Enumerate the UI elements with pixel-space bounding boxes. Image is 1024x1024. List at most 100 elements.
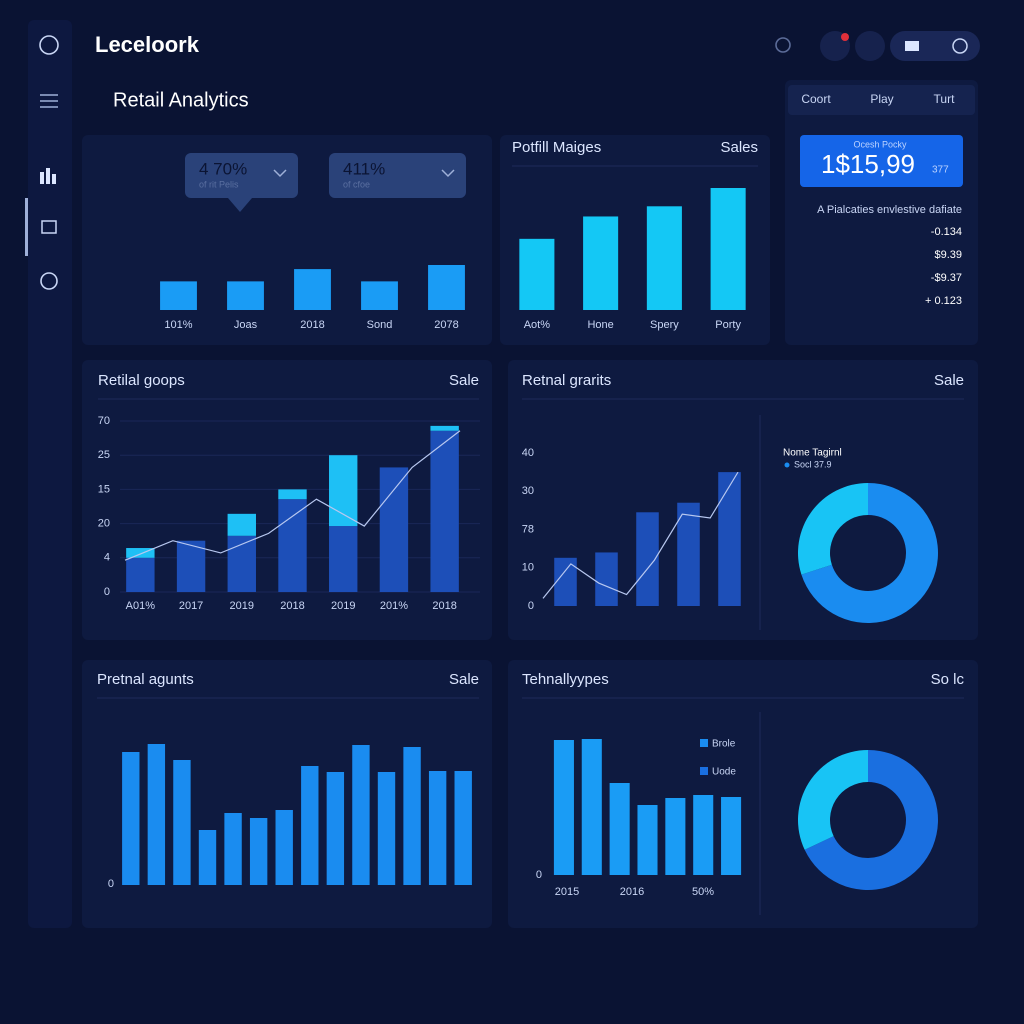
bar [227,281,264,310]
bar [224,813,242,885]
bar [646,206,682,310]
y-tick-label: 70 [98,415,110,427]
y-tick-label: 20 [98,518,110,530]
kpi-item: -0.134 [931,226,962,238]
tab-bar [788,85,975,115]
bar [377,772,396,885]
bar [721,797,742,875]
panel-label: Sales [720,139,758,156]
kpi-note: A Pialcaties envlestive dafiate [817,204,962,216]
legend-label: Brole [712,739,736,750]
donut-segment [798,750,868,850]
x-tick-label: Sond [367,319,393,331]
kpi-label: Ocesh Pocky [853,139,907,149]
x-tick-label: 201% [380,600,408,612]
dropdown-sub: of rit Pelis [199,179,239,189]
y-tick-label: 15 [98,483,110,495]
search-icon[interactable] [775,37,791,53]
toggle-button[interactable] [890,31,980,61]
y-tick-label: 0 [536,869,542,881]
dropdown-caret [441,169,455,178]
bag-icon[interactable] [41,220,57,234]
app-name: Leceloork [95,32,200,57]
target-icon[interactable] [40,272,58,290]
panel-title: Retilal goops [98,372,185,389]
menu-icon[interactable] [40,94,58,108]
bar-segment [126,557,155,592]
tab[interactable]: Play [870,92,893,106]
y-tick-label: 0 [104,586,110,598]
dropdown[interactable] [329,153,466,198]
trend-line [124,430,461,561]
panel-label: Sale [934,372,964,389]
bar-segment [227,535,256,592]
x-tick-label: 2015 [555,886,579,898]
bar-segment [227,513,256,536]
toggle-icon [905,41,919,51]
user-button[interactable] [855,31,885,61]
tab[interactable]: Turt [934,92,956,106]
active-indicator [25,198,28,256]
y-tick-label: 0 [528,600,534,612]
panel-title: Pretnal agunts [97,671,194,688]
bar-segment [329,526,358,592]
bar [428,771,447,885]
bar-segment [278,489,307,500]
panel-label: So lc [931,671,965,688]
kpi-value: 1$15,99 [821,149,915,179]
x-tick-label: 2019 [331,600,355,612]
chart-icon[interactable] [40,168,56,184]
bar [160,281,197,310]
dropdown-caret [273,169,287,178]
y-tick-label: 78 [522,523,534,535]
kpi-item: -$9.37 [931,272,962,284]
dropdown-sub: of cfoe [343,179,370,189]
bar [718,472,741,606]
bar-segment [430,430,459,592]
x-tick-label: 2016 [620,886,644,898]
kpi-card [800,135,963,187]
tab[interactable]: Coort [801,92,831,106]
panel-label: Sale [449,671,479,688]
bar-segment [329,455,358,527]
dropdown[interactable] [185,153,298,198]
clock-icon [952,38,968,54]
x-tick-label: A01% [126,600,156,612]
bar [403,747,421,885]
x-tick-label: 2019 [230,600,254,612]
panel [500,135,770,345]
kpi-item: + 0.123 [925,295,962,307]
y-tick-label: 40 [522,447,534,459]
bar [637,805,658,875]
bar [595,552,618,606]
logo-icon[interactable] [39,35,59,55]
x-tick-label: 2018 [432,600,456,612]
panel-title: Potfill Maiges [512,139,601,156]
bar [554,557,577,606]
legend-swatch [700,767,708,775]
bar [710,188,746,310]
kpi-item: $9.39 [934,249,962,261]
bar [198,830,217,885]
sidebar [28,20,72,928]
dropdown-value: 411% [343,159,385,178]
kpi-suffix: 377 [932,165,949,176]
bar [454,771,472,885]
x-tick-label: Porty [715,319,741,331]
x-tick-label: 2018 [280,600,304,612]
legend-label: Uode [712,767,736,778]
bar [275,810,293,885]
panel-label: Sale [449,372,479,389]
donut-title: Nome Tagirnl [783,448,842,459]
bar-segment [430,425,459,431]
bar [249,818,268,885]
x-tick-label: Hone [587,319,613,331]
legend-dot [784,462,790,468]
bar [609,783,630,875]
donut-segment [801,483,938,623]
bar-segment [126,548,155,558]
bar [636,512,659,606]
y-tick-label: 0 [108,878,114,890]
bar [326,772,345,885]
